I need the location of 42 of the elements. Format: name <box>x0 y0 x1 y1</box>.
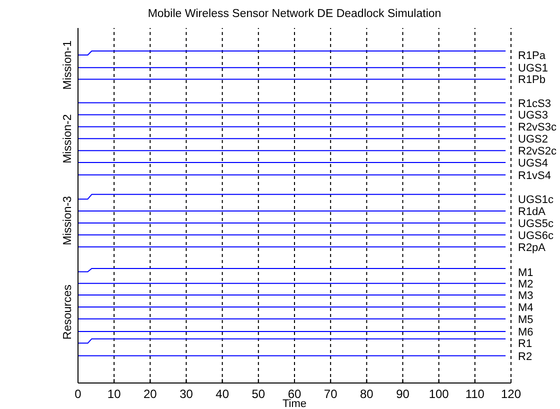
x-tick-label: 70 <box>324 387 338 401</box>
series-label: M4 <box>518 302 534 314</box>
x-tick-label: 10 <box>107 387 122 401</box>
series-label: UGS5c <box>518 218 554 230</box>
series-label: M2 <box>518 278 534 290</box>
x-axis-title: Time <box>282 398 307 409</box>
series-label: UGS1c <box>518 194 554 206</box>
series-label: R2 <box>518 350 532 363</box>
x-tick-label: 20 <box>143 387 158 401</box>
series-label: UGS3 <box>518 110 548 122</box>
text: Mission-2 <box>62 114 74 164</box>
series-label: UGS1 <box>518 62 548 75</box>
series-label: R2vS3c <box>518 122 558 134</box>
series-label: M5 <box>518 314 534 326</box>
text: Mission-1 <box>62 40 74 90</box>
x-tick-label: 40 <box>216 387 230 401</box>
text: Mission-3 <box>62 196 74 246</box>
x-tick-label: 100 <box>428 387 450 401</box>
x-tick-label: 50 <box>252 387 266 401</box>
series-label: R1cS3 <box>518 98 552 110</box>
series-label: R1dA <box>518 206 546 218</box>
x-tick-label: 110 <box>465 387 485 401</box>
series-label: UGS2 <box>518 134 548 146</box>
x-tick-label: 60 <box>288 387 302 401</box>
chart-title: Mobile Wireless Sensor Network DE Deadlock Simulation <box>148 8 442 20</box>
series-label: UGS4 <box>518 158 548 170</box>
series-label: M6 <box>518 326 534 339</box>
series-label: M1 <box>518 266 534 279</box>
series-label: R1 <box>518 338 532 350</box>
series-label: M3 <box>518 290 534 302</box>
x-tick-label: 0 <box>74 387 82 401</box>
series-label: R1Pa <box>518 50 546 62</box>
x-tick-label: 80 <box>360 387 374 401</box>
x-tick-label: 30 <box>180 387 194 401</box>
series-label: R1Pb <box>518 74 546 86</box>
text: Resources <box>62 284 74 340</box>
series-label: R2vS2c <box>518 146 558 158</box>
x-tick-label: 120 <box>500 387 522 401</box>
series-label: R1vS4 <box>518 170 552 182</box>
x-tick-label: 90 <box>396 387 410 401</box>
series-label: UGS6c <box>518 230 554 242</box>
series-label: R2pA <box>518 242 546 254</box>
